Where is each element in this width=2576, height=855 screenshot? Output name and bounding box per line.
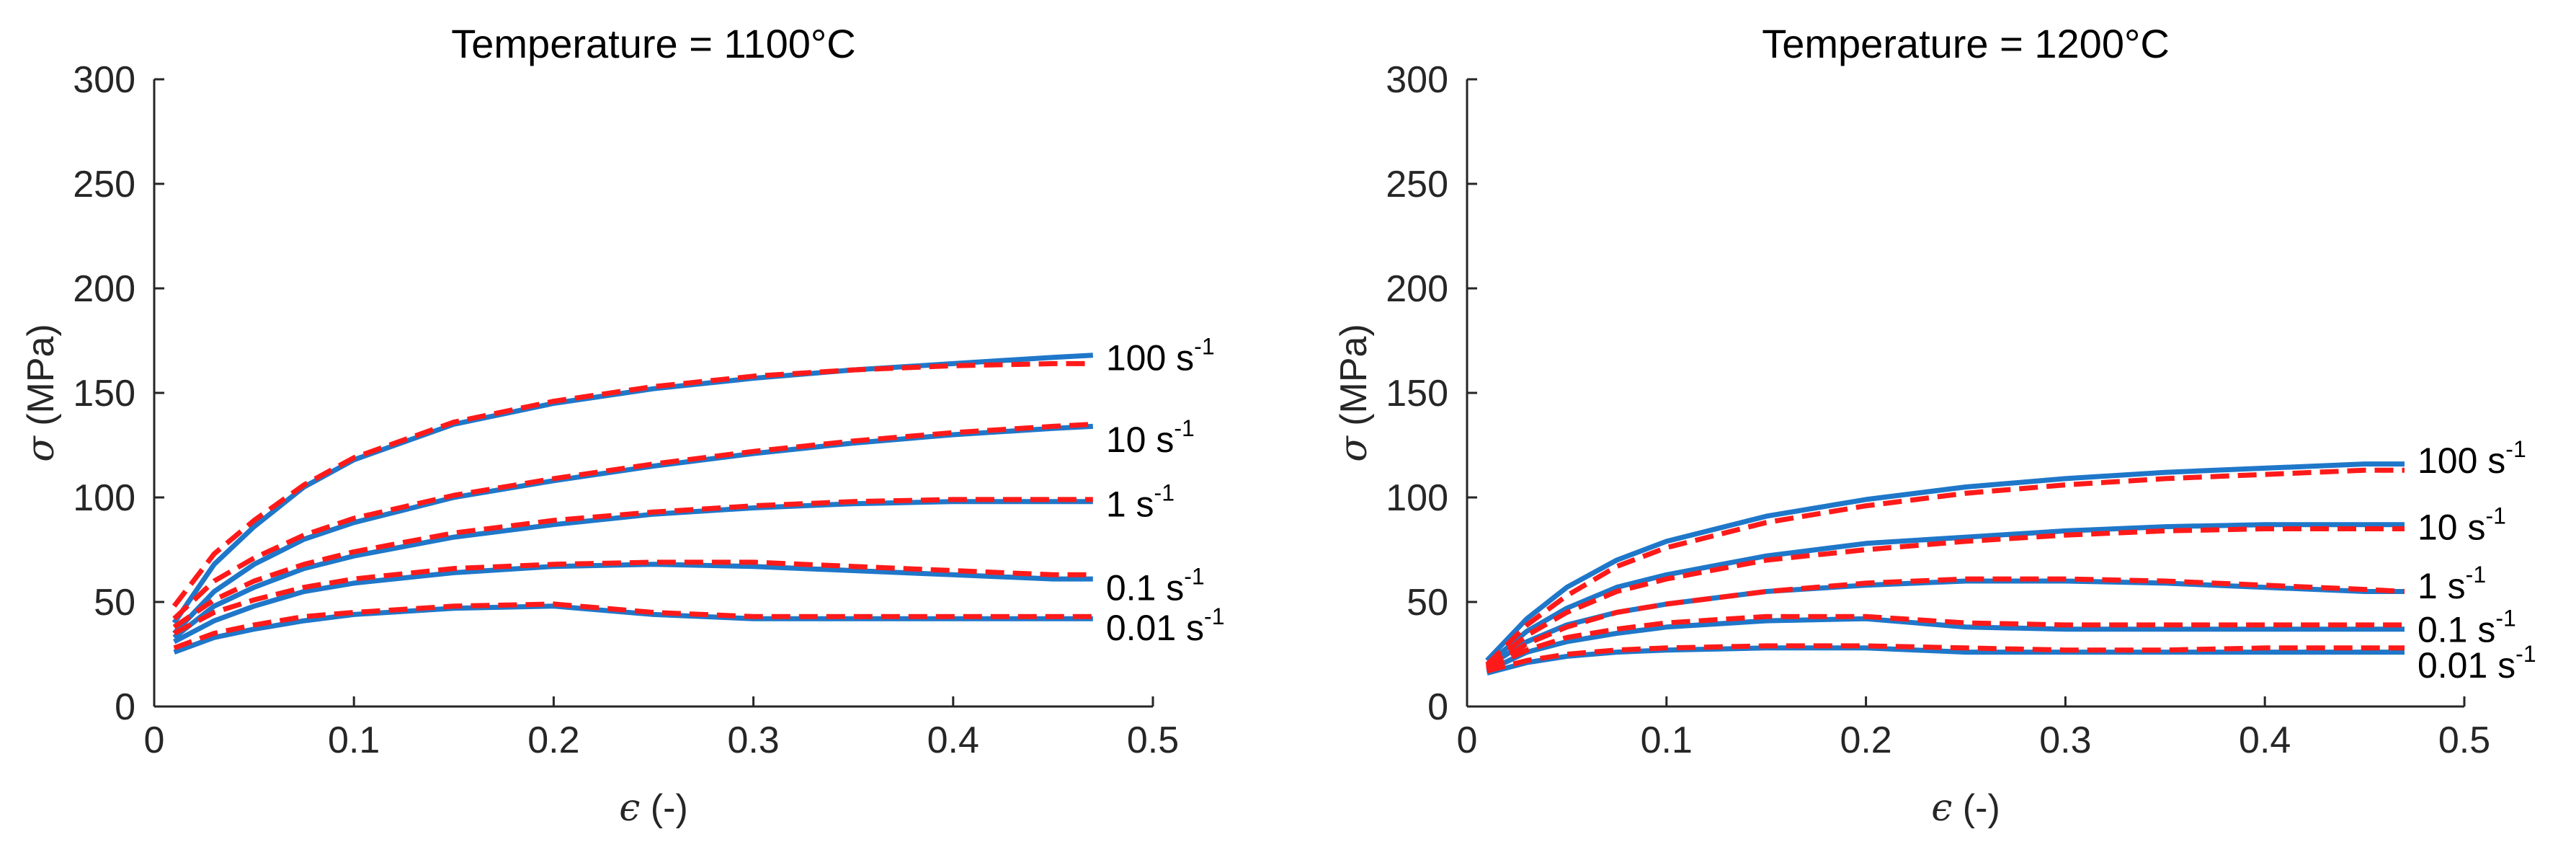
right-y-tick-label: 150: [1386, 373, 1448, 415]
left-series-model-line: [171, 360, 1093, 608]
right-y-tick-label: 100: [1386, 477, 1448, 519]
curve-label-superscript: -1: [1194, 334, 1214, 360]
curve-label-superscript: -1: [2505, 436, 2526, 462]
left-curve-label: 0.1 s-1: [1106, 564, 1205, 608]
curve-label-superscript: -1: [1184, 564, 1204, 590]
left-curve-label: 1 s-1: [1106, 480, 1175, 525]
right-series-model-line: [1486, 613, 2405, 671]
left-y-tick-label: 100: [73, 477, 135, 519]
left-curve-label: 100 s-1: [1106, 334, 1215, 378]
curve-label-text: 1 s: [2417, 566, 2466, 606]
left-series-model-line: [172, 497, 1093, 629]
left-x-axis-unit: (-): [640, 787, 687, 829]
left-y-tick-label: 150: [73, 373, 135, 415]
right-series-measured-line: [1486, 645, 2405, 675]
right-x-axis-symbol: ϵ: [1931, 787, 1952, 830]
left-x-tick-label: 0.5: [1127, 719, 1179, 761]
right-y-axis-label: σ (MPa): [1332, 324, 1376, 462]
right-x-tick-label: 0.1: [1641, 719, 1693, 761]
curve-label-text: 100 s: [1106, 338, 1194, 378]
left-x-tick-label: 0.2: [527, 719, 579, 761]
curve-label-text: 0.1 s: [1106, 568, 1184, 608]
right-curve-label: 1 s-1: [2417, 562, 2486, 606]
curve-label-text: 10 s: [2417, 508, 2486, 548]
left-y-tick-label: 200: [73, 268, 135, 310]
left-y-tick-label: 0: [115, 686, 135, 728]
curve-label-superscript: -1: [2466, 562, 2486, 588]
right-chart: Temperature = 1200°C 0 50 100 150 200 250 300 0 0…: [1332, 21, 2536, 830]
left-series-model-line: [172, 422, 1093, 621]
right-x-tick-label: 0.3: [2039, 719, 2091, 761]
right-chart-title: Temperature = 1200°C: [1762, 21, 2170, 66]
left-x-tick-label: 0.4: [927, 719, 979, 761]
right-y-tick-label: 250: [1386, 164, 1448, 205]
right-x-tick-label: 0.5: [2438, 719, 2490, 761]
curve-label-superscript: -1: [2515, 641, 2536, 667]
right-y-axis-symbol: σ: [1332, 435, 1376, 462]
left-series-model-line: [173, 559, 1093, 636]
left-curve-label: 0.01 s-1: [1106, 603, 1225, 648]
right-curve-label: 10 s-1: [2417, 503, 2506, 548]
curve-label-superscript: -1: [1174, 415, 1194, 441]
right-y-tick-label: 300: [1386, 59, 1448, 101]
right-series-model-line: [1485, 576, 2405, 671]
curve-label-text: 0.1 s: [2417, 610, 2495, 650]
left-chart-title: Temperature = 1100°C: [451, 21, 855, 66]
left-x-tick-label: 0.1: [328, 719, 380, 761]
curve-label-text: 0.01 s: [1106, 608, 1204, 648]
right-curve-label: 0.01 s-1: [2417, 641, 2536, 686]
left-x-tick-label: 0.3: [727, 719, 779, 761]
left-x-axis-label: ϵ (-): [619, 787, 688, 830]
left-y-axis-symbol: σ: [19, 435, 63, 462]
left-x-axis-symbol: ϵ: [619, 787, 640, 830]
right-series-model-line: [1485, 467, 2405, 667]
right-y-tick-label: 200: [1386, 268, 1448, 310]
right-series-model-line: [1485, 526, 2405, 669]
left-x-tick-label: 0: [144, 719, 165, 761]
curve-label-text: 1 s: [1106, 484, 1154, 525]
left-chart: Temperature = 1100°C 0 50 100 150 200 250 300 0 0…: [19, 21, 1225, 830]
left-y-axis-unit: (MPa): [20, 324, 62, 436]
right-y-axis-unit: (MPa): [1333, 324, 1375, 436]
right-y-tick-label: 50: [1407, 582, 1448, 624]
left-y-tick-label: 50: [94, 582, 135, 624]
right-curve-label: 100 s-1: [2417, 436, 2526, 481]
right-x-axis-unit: (-): [1952, 787, 2000, 829]
right-x-tick-label: 0.4: [2239, 719, 2291, 761]
right-x-tick-label: 0.2: [1840, 719, 1891, 761]
left-series-measured-line: [173, 603, 1093, 655]
left-series-measured-line: [171, 353, 1093, 624]
curve-label-superscript: -1: [2495, 606, 2515, 632]
curve-label-superscript: -1: [1154, 480, 1175, 506]
left-curve-label: 10 s-1: [1106, 415, 1195, 460]
right-series-measured-line: [1485, 461, 2405, 663]
left-series-model-line: [173, 601, 1093, 651]
curve-label-superscript: -1: [1204, 603, 1224, 629]
right-curve-label: 0.1 s-1: [2417, 606, 2516, 650]
curve-label-text: 100 s: [2417, 440, 2505, 481]
curve-label-superscript: -1: [2485, 503, 2505, 529]
right-x-axis-label: ϵ (-): [1931, 787, 2000, 830]
right-y-tick-label: 0: [1427, 686, 1448, 728]
curve-label-text: 0.01 s: [2417, 645, 2515, 686]
left-series-measured-line: [173, 562, 1093, 644]
right-series-model-line: [1486, 643, 2405, 674]
left-y-axis-label: σ (MPa): [19, 324, 63, 462]
left-y-tick-label: 250: [73, 164, 135, 205]
curve-label-text: 10 s: [1106, 420, 1175, 460]
right-x-tick-label: 0: [1457, 719, 1478, 761]
right-series-measured-line: [1485, 522, 2405, 667]
left-y-tick-label: 300: [73, 59, 135, 101]
